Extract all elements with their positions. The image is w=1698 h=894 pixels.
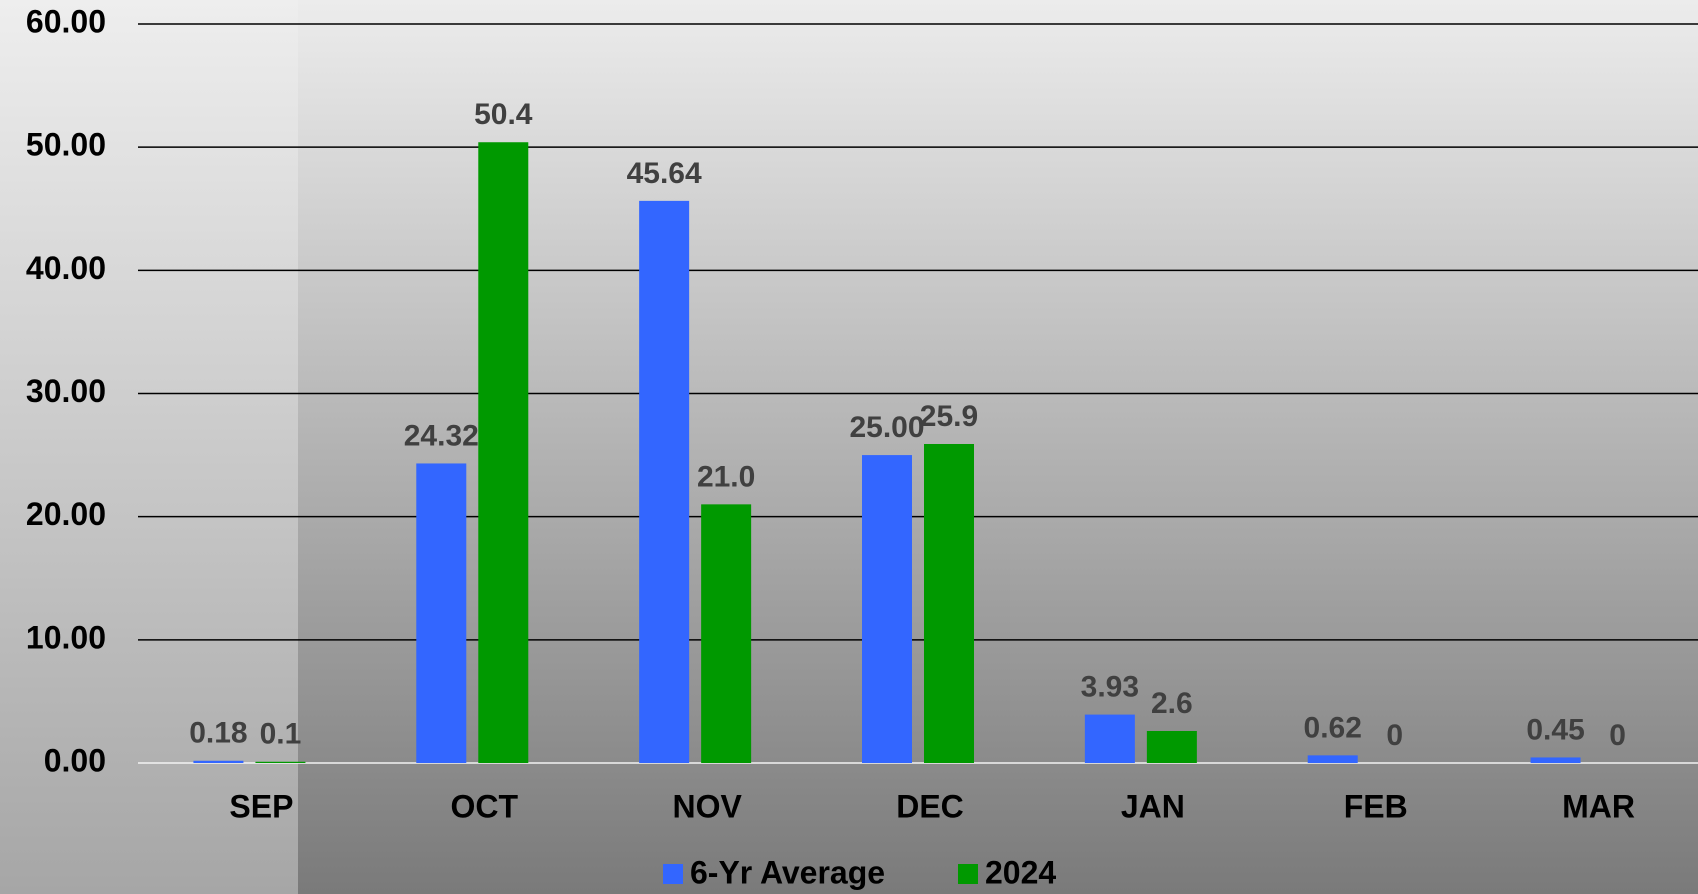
y-tick-label: 20.00 (26, 496, 106, 532)
bar (255, 761, 306, 763)
y-tick-label: 30.00 (26, 373, 106, 409)
value-label: 25.9 (920, 400, 978, 433)
y-tick-label: 60.00 (26, 3, 106, 39)
value-label: 21.0 (697, 460, 755, 493)
y-tick-label: 40.00 (26, 250, 106, 286)
bar (416, 463, 467, 763)
background-left (0, 0, 298, 894)
x-tick-label: JAN (1121, 788, 1185, 824)
value-label: 45.64 (627, 157, 702, 190)
legend-marker (663, 864, 683, 884)
bar (1307, 755, 1358, 763)
bar (924, 443, 974, 763)
legend-marker (958, 864, 978, 884)
value-label: 0.1 (260, 718, 302, 751)
y-tick-label: 10.00 (26, 619, 106, 655)
bar (701, 504, 752, 763)
value-label: 2.6 (1151, 687, 1193, 720)
value-label: 0.18 (189, 717, 247, 750)
value-label: 0.62 (1304, 711, 1362, 744)
x-tick-label: FEB (1344, 788, 1408, 824)
legend-label: 6-Yr Average (690, 854, 885, 890)
y-tick-label: 50.00 (26, 127, 106, 163)
bar (478, 142, 529, 764)
bar (862, 455, 912, 763)
legend-label: 2024 (985, 854, 1056, 890)
y-tick-label: 0.00 (44, 742, 106, 778)
value-label: 0 (1609, 719, 1626, 752)
bar (1530, 757, 1581, 763)
x-tick-label: OCT (451, 788, 519, 824)
x-tick-label: NOV (672, 788, 742, 824)
bar (193, 760, 244, 763)
value-label: 24.32 (404, 419, 479, 452)
value-label: 25.00 (849, 411, 924, 444)
x-tick-label: MAR (1562, 788, 1635, 824)
value-label: 0.45 (1526, 713, 1584, 746)
bar (639, 200, 690, 764)
value-label: 50.4 (474, 98, 533, 131)
x-tick-label: DEC (896, 788, 964, 824)
bar (1146, 730, 1197, 763)
value-label: 0 (1386, 719, 1403, 752)
value-label: 3.93 (1081, 671, 1139, 704)
x-tick-label: SEP (229, 788, 293, 824)
bar (1084, 714, 1135, 763)
